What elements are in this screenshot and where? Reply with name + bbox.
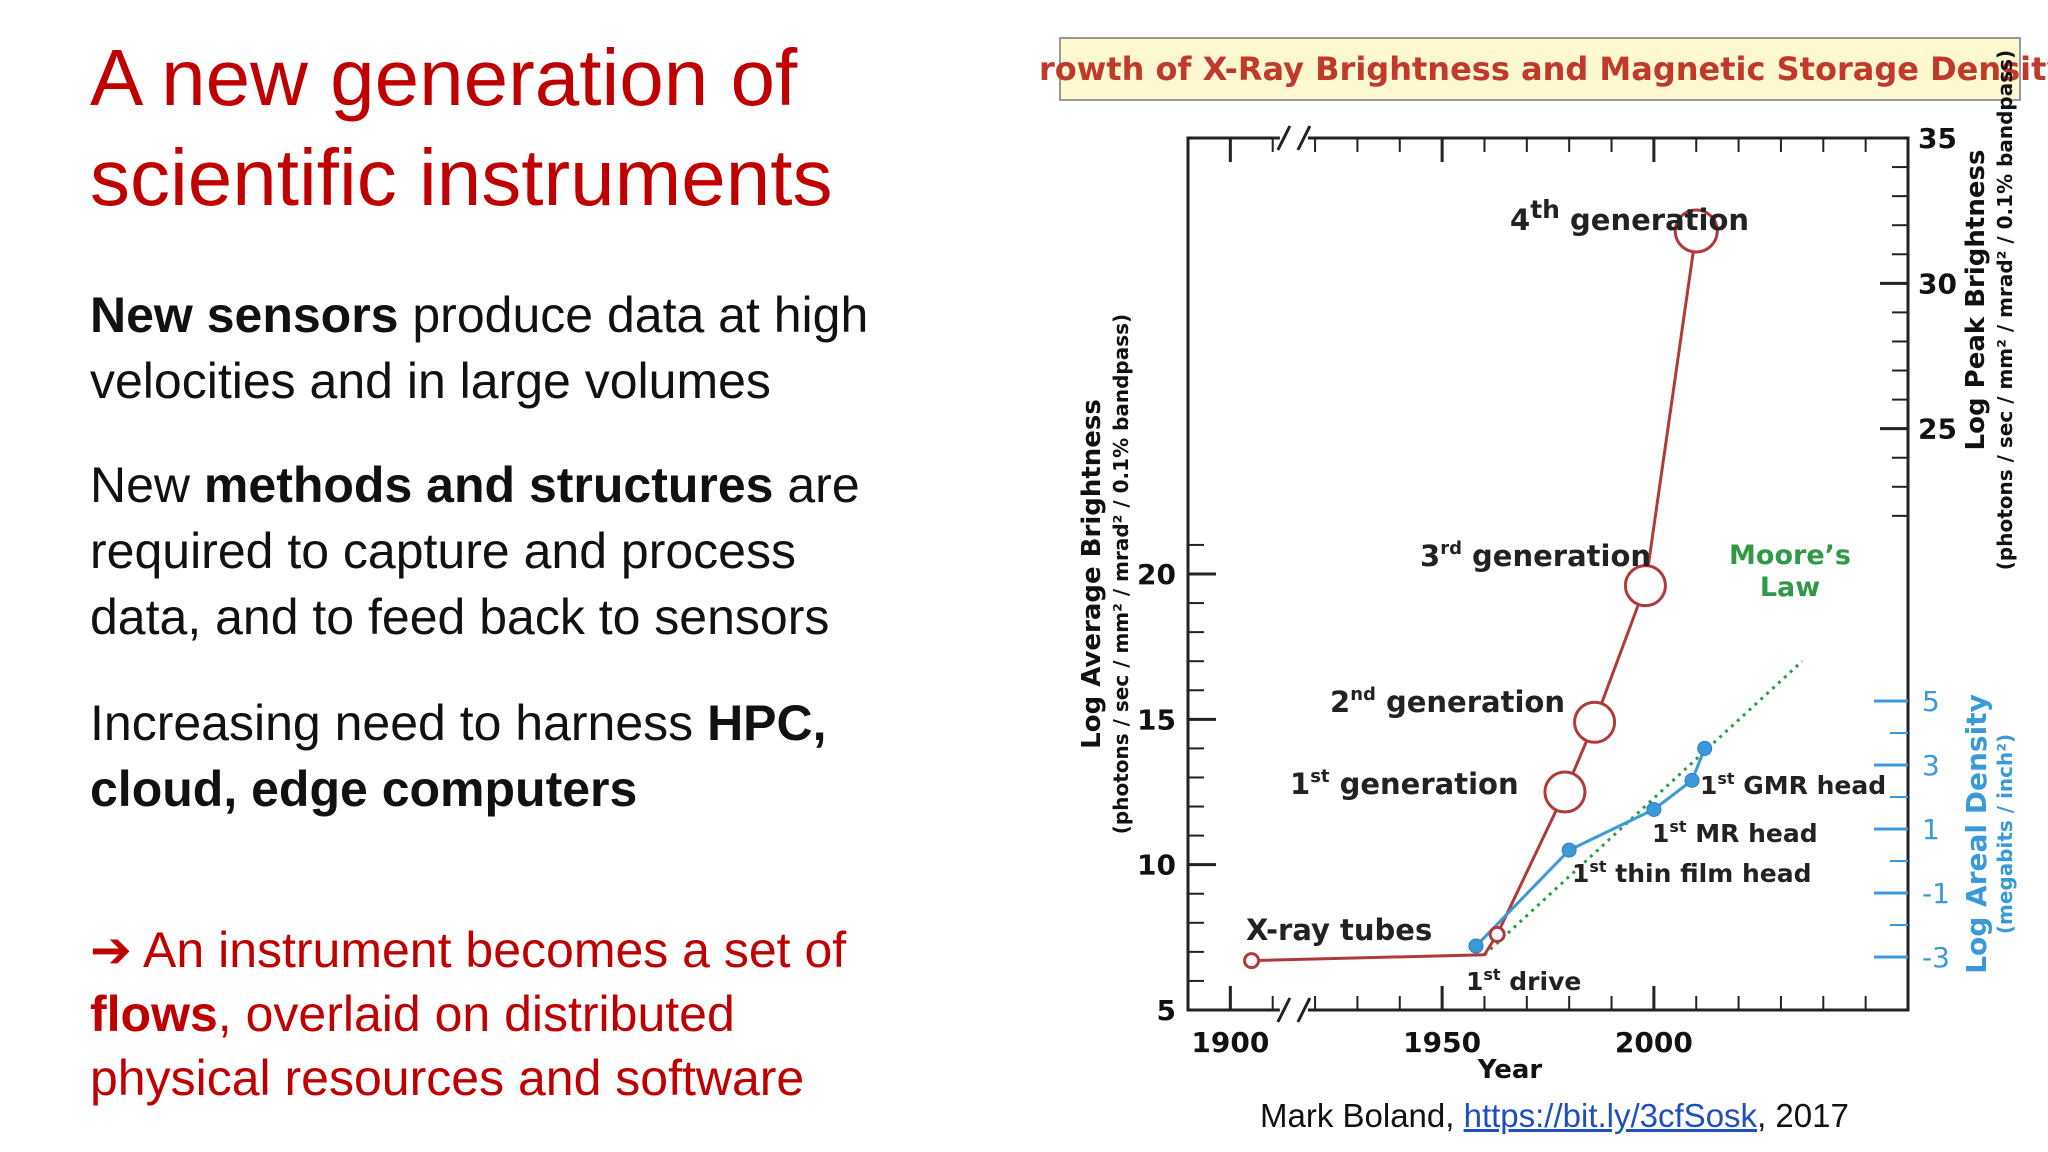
caption-link[interactable]: https://bit.ly/3cfSosk [1463, 1097, 1758, 1134]
bullet1-bold: New sensors [90, 287, 399, 343]
conclusion-line2: , overlaid on distributed [217, 986, 735, 1042]
conclusion-bold: flows [90, 986, 218, 1042]
chart: Growth of X-Ray Brightness and Magnetic … [1040, 20, 2048, 1090]
annotation-xray-tubes: X-ray tubes [1246, 913, 1432, 947]
left-tick-label: 20 [1137, 558, 1176, 591]
slide-title-line2: scientific instruments [90, 133, 833, 222]
ylabel-left: Log Average Brightness [1077, 399, 1107, 749]
slide-title-line1: A new generation of [90, 33, 798, 122]
arrow-icon: ➔ [90, 922, 132, 978]
conclusion-line3: physical resources and software [90, 1050, 805, 1106]
density-point [1468, 938, 1484, 954]
bullet2-post1: are [773, 457, 860, 513]
moores-law-label2: Law [1760, 572, 1820, 603]
annotation-gmr-head: 1st GMR head [1700, 769, 1886, 800]
bullet-methods: New methods and structures are required … [90, 452, 990, 650]
bullet2-rest3: data, and to feed back to sensors [90, 589, 830, 645]
bullet2-bold: methods and structures [203, 457, 774, 513]
annotation-gen2: 2nd generation [1330, 684, 1565, 719]
conclusion-line1: An instrument becomes a set of [131, 922, 847, 978]
brightness-point [1623, 564, 1667, 608]
bullet3-pre: Increasing need to harness [90, 695, 708, 751]
annotation-gen3: 3rd generation [1420, 538, 1651, 573]
xlabel: Year [1477, 1055, 1543, 1085]
conclusion: ➔ An instrument becomes a set of flows, … [90, 918, 990, 1110]
axis-break-top-slash-a [1276, 125, 1292, 151]
annotation-first-drive: 1st drive [1466, 965, 1581, 996]
density-tick-label: -3 [1922, 941, 1950, 974]
brightness-point [1673, 208, 1719, 254]
bullet2-pre: New [90, 457, 204, 513]
bullet-hpc: Increasing need to harness HPC, cloud, e… [90, 690, 990, 822]
axis-break-bottom-slash-a [1276, 997, 1292, 1023]
density-tick-label: 1 [1922, 813, 1940, 846]
annotation-gen1: 1st generation [1290, 766, 1519, 801]
caption-year: , 2017 [1757, 1097, 1849, 1134]
brightness-point [1488, 925, 1506, 943]
moores-law-line [1483, 660, 1804, 956]
caption-author: Mark Boland, [1260, 1097, 1464, 1134]
right-tick-label: 25 [1918, 413, 1957, 446]
ylabel-left-units: (photons / sec / mm² / mrad² / 0.1% band… [1109, 314, 1133, 834]
density-point [1561, 842, 1577, 858]
bullet3-bold1: HPC, [707, 695, 827, 751]
annotation-thin-film-head: 1st thin film head [1572, 857, 1811, 888]
points-layer [1243, 208, 1719, 970]
caption: Mark Boland, https://bit.ly/3cfSosk, 201… [1260, 1094, 2040, 1138]
ylabel-right: Log Peak Brightness [1961, 150, 1991, 451]
bullet1-rest1: produce data at high [398, 287, 869, 343]
chart-title: Growth of X-Ray Brightness and Magnetic … [1040, 50, 2048, 88]
moores-law-label1: Moore’s [1729, 540, 1851, 571]
left-tick-label: 10 [1137, 849, 1176, 882]
annotation-mr-head: 1st MR head [1652, 817, 1818, 848]
left-tick-label: 5 [1157, 994, 1176, 1027]
axis-break-bottom-gap [1279, 1006, 1308, 1014]
density-point [1684, 772, 1700, 788]
chart-title-box [1059, 37, 2021, 101]
bullet3-bold2: cloud, edge computers [90, 761, 638, 817]
right-tick-label: 35 [1918, 122, 1957, 155]
brightness-point [1573, 700, 1617, 744]
bullet-new-sensors: New sensors produce data at high velocit… [90, 282, 990, 414]
axis-break-top-slash-b [1296, 125, 1312, 151]
annotation-gen4: 4th generation [1510, 195, 1749, 237]
left-tick-label: 15 [1137, 703, 1176, 736]
axis-break-bottom-slash-b [1296, 997, 1312, 1023]
axis-break-top-gap [1279, 134, 1308, 142]
density-tick-label: 5 [1922, 685, 1940, 718]
plot-frame [1186, 136, 1910, 1012]
bullet1-rest2: velocities and in large volumes [90, 353, 771, 409]
x-tick-label: 2000 [1615, 1026, 1693, 1059]
brightness-point [1543, 770, 1587, 814]
brightness-point [1243, 952, 1261, 970]
axis-break-layer [1276, 125, 1312, 1023]
x-tick-label: 1950 [1403, 1026, 1481, 1059]
bullet2-rest2: required to capture and process [90, 523, 796, 579]
density-tick-label: 3 [1922, 749, 1940, 782]
chart-svg: Growth of X-Ray Brightness and Magnetic … [1040, 37, 2048, 1085]
slide-title: A new generation of scientific instrumen… [90, 28, 990, 228]
right-tick-label: 30 [1918, 267, 1957, 300]
density-point [1697, 740, 1713, 756]
ylabel-density: Log Areal Density [1960, 694, 1993, 974]
x-tick-label: 1900 [1191, 1026, 1269, 1059]
ylabel-density-units: (megabits / inch²) [1993, 734, 2017, 934]
density-point [1646, 801, 1662, 817]
ylabel-right-units: (photons / sec / mm² / mrad² / 0.1% band… [1993, 50, 2017, 570]
density-tick-label: -1 [1922, 877, 1950, 910]
